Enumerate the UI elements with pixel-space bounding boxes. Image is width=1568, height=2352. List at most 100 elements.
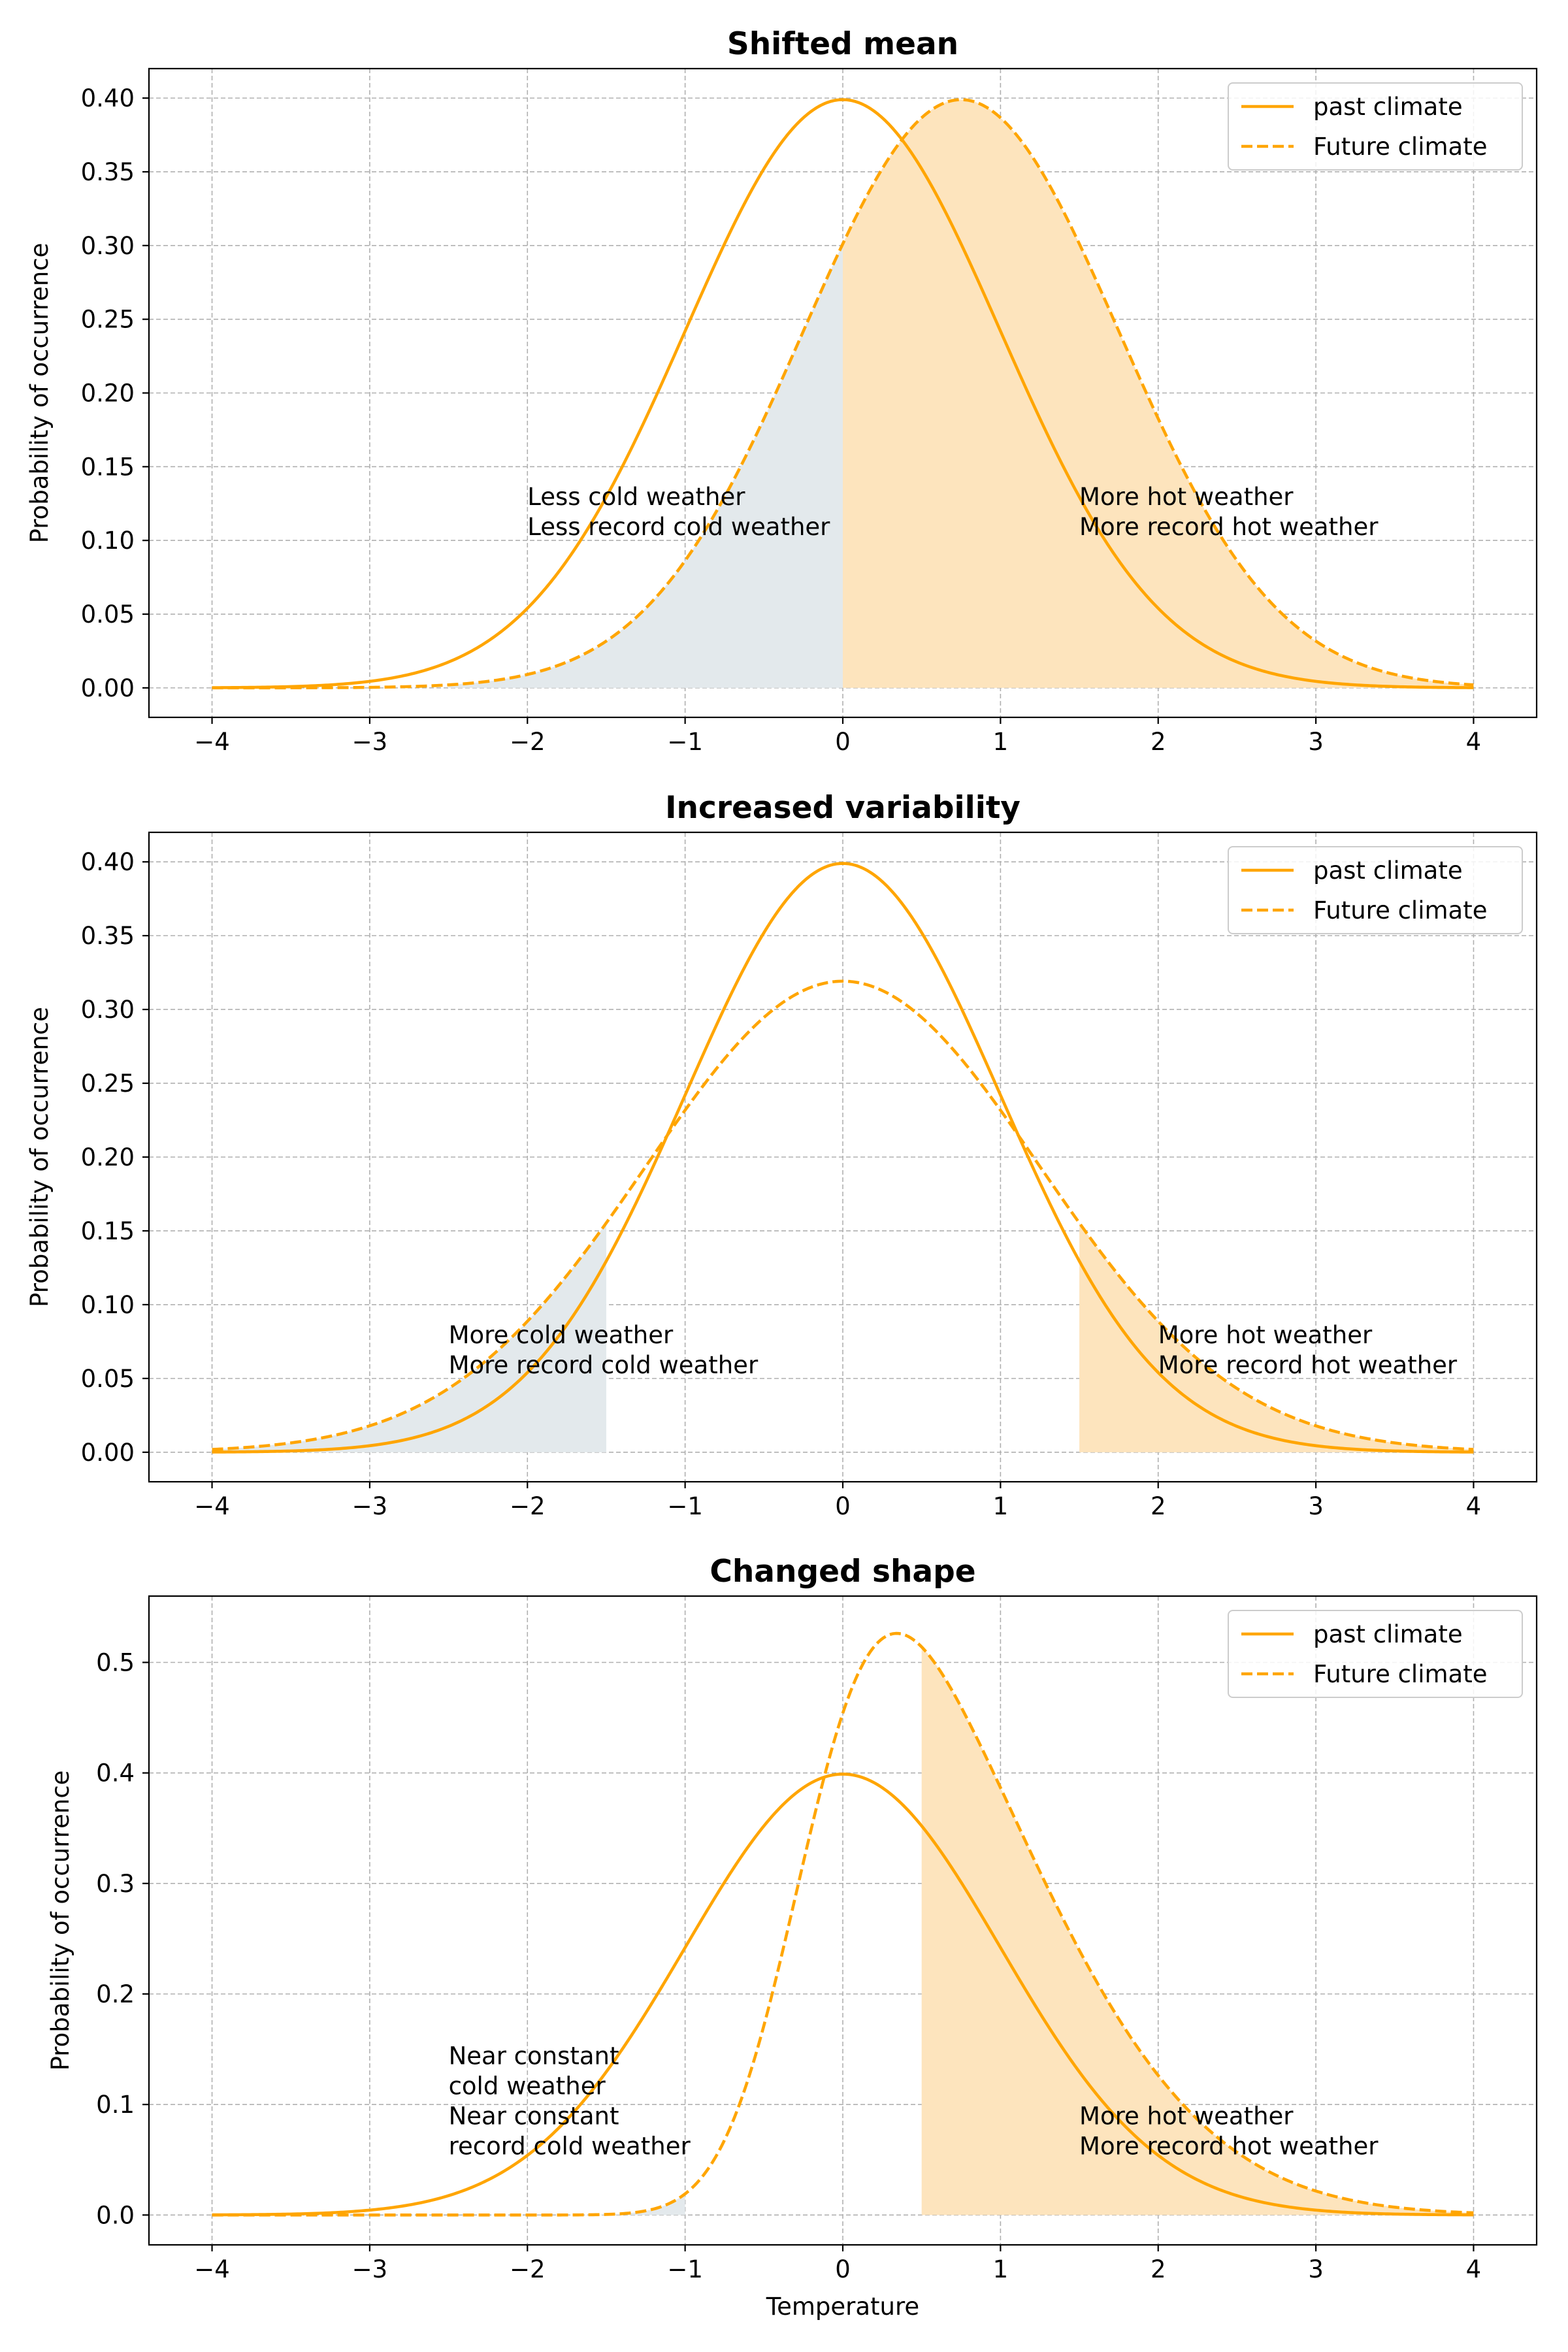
x-tick-label: −2 <box>510 2255 546 2283</box>
y-axis-label: Probability of occurrence <box>25 243 54 544</box>
y-tick-label: 0.30 <box>81 232 135 260</box>
y-tick-label: 0.25 <box>81 306 135 334</box>
y-tick-label: 0.00 <box>81 1439 135 1467</box>
annotation: More hot weather More record hot weather <box>1079 2102 1379 2161</box>
x-tick-label: 3 <box>1308 728 1324 756</box>
chart-panel-2: −4 −3 −2 −1 0 1 2 3 4 0.00 0.05 0.10 0.15 0.20 0.25 0.3… <box>25 790 1538 1520</box>
y-tick-label: 0.20 <box>81 1143 135 1171</box>
chart-title: Increased variability <box>665 790 1021 826</box>
legend: past climate Future climate <box>1228 82 1523 171</box>
x-tick-label: 4 <box>1466 2255 1482 2283</box>
annotation-line: More hot weather <box>1158 1321 1373 1349</box>
y-tick-label: 0.4 <box>96 1759 135 1788</box>
x-tick-label: 3 <box>1308 2255 1324 2283</box>
x-tick-label: −3 <box>352 728 388 756</box>
annotation: More hot weather More record hot weather <box>1158 1321 1458 1379</box>
x-tick-label: 4 <box>1466 728 1482 756</box>
past-climate-line <box>212 862 1474 1454</box>
x-tick-label: 4 <box>1466 1492 1482 1520</box>
y-tick-label: 0.00 <box>81 674 135 702</box>
x-tick-label: 0 <box>835 2255 851 2283</box>
future-climate-line <box>212 1631 1474 2217</box>
annotation: Near constant cold weather Near constant re… <box>449 2042 691 2161</box>
x-tick-label: 3 <box>1308 1492 1324 1520</box>
y-axis-label: Probability of occurrence <box>46 1771 74 2071</box>
future-climate-line <box>212 979 1474 1451</box>
x-tick-label: 0 <box>835 728 851 756</box>
x-tick-label: 1 <box>993 728 1009 756</box>
y-tick-label: 0.10 <box>81 1291 135 1319</box>
annotation: Less cold weather Less record cold weathe… <box>527 483 830 541</box>
annotation-line: Near constant <box>449 2102 619 2131</box>
cold-shaded-region <box>448 2193 685 2215</box>
x-tick-label: 0 <box>835 1492 851 1520</box>
x-tick-label: 2 <box>1151 2255 1166 2283</box>
y-tick-label: 0.0 <box>96 2201 135 2229</box>
y-tick-label: 0.15 <box>81 453 135 481</box>
hot-shaded-region <box>843 99 1474 688</box>
plot-area <box>212 1631 1474 2217</box>
x-tick-label: −2 <box>510 1492 546 1520</box>
legend-box <box>1228 846 1523 934</box>
x-tick-label: −4 <box>194 2255 230 2283</box>
legend: past climate Future climate <box>1228 846 1523 934</box>
chart-title: Shifted mean <box>727 26 958 62</box>
chart-panel-3: −4 −3 −2 −1 0 1 2 3 4 0.0 0.1 0.2 0.3 0.4 0.5 Changed s… <box>46 1554 1538 2321</box>
annotation-line: Near constant <box>449 2042 619 2070</box>
x-tick-label: 1 <box>993 2255 1009 2283</box>
past-climate-line <box>212 1772 1474 2217</box>
y-tick-label: 0.2 <box>96 1980 135 2008</box>
plot-area <box>212 862 1474 1454</box>
y-tick-label: 0.05 <box>81 600 135 629</box>
legend-label: Future climate <box>1313 896 1487 924</box>
annotation-line: Less cold weather <box>527 483 745 511</box>
chart-title: Changed shape <box>710 1554 975 1590</box>
x-tick-label: −4 <box>194 1492 230 1520</box>
y-tick-label: 0.40 <box>81 84 135 112</box>
y-tick-label: 0.40 <box>81 848 135 876</box>
cold-shaded-region <box>212 1222 606 1452</box>
y-tick-label: 0.5 <box>96 1648 135 1676</box>
chart-panel-1: −4 −3 −2 −1 0 1 2 3 4 0.00 0.05 0.10 0.15 0.20 0.25 0.3… <box>25 26 1538 756</box>
y-tick-label: 0.1 <box>96 2091 135 2119</box>
annotation-line: More record hot weather <box>1079 2132 1379 2161</box>
legend-label: past climate <box>1313 93 1463 121</box>
annotation-line: cold weather <box>449 2072 606 2100</box>
y-tick-label: 0.10 <box>81 527 135 555</box>
legend-box <box>1228 82 1523 171</box>
x-tick-label: −4 <box>194 728 230 756</box>
x-tick-label: −2 <box>510 728 546 756</box>
legend: past climate Future climate <box>1228 1610 1523 1698</box>
y-tick-label: 0.3 <box>96 1870 135 1898</box>
y-tick-label: 0.05 <box>81 1365 135 1393</box>
annotation: More cold weather More record cold weathe… <box>449 1321 759 1379</box>
x-axis-label: Temperature <box>766 2293 919 2321</box>
cold-shaded-region <box>448 244 843 688</box>
y-tick-label: 0.35 <box>81 922 135 950</box>
legend-label: Future climate <box>1313 1660 1487 1688</box>
x-tick-label: −1 <box>667 728 703 756</box>
x-tick-label: −1 <box>667 2255 703 2283</box>
y-tick-label: 0.35 <box>81 158 135 186</box>
annotation: More hot weather More record hot weather <box>1079 483 1379 541</box>
annotation-line: Less record cold weather <box>527 513 830 541</box>
future-climate-line <box>212 98 1474 690</box>
past-climate-line <box>212 98 1474 689</box>
legend-label: Future climate <box>1313 133 1487 161</box>
legend-label: past climate <box>1313 857 1463 885</box>
annotation-line: record cold weather <box>449 2132 691 2161</box>
plot-area <box>212 98 1474 690</box>
hot-shaded-region <box>921 1646 1474 2215</box>
legend-box <box>1228 1610 1523 1698</box>
y-tick-label: 0.25 <box>81 1070 135 1098</box>
y-tick-label: 0.30 <box>81 996 135 1024</box>
x-tick-label: −3 <box>352 2255 388 2283</box>
y-tick-label: 0.15 <box>81 1217 135 1245</box>
x-tick-label: 2 <box>1151 728 1166 756</box>
x-tick-label: −3 <box>352 1492 388 1520</box>
x-tick-label: −1 <box>667 1492 703 1520</box>
annotation-line: More record hot weather <box>1158 1351 1458 1379</box>
y-tick-label: 0.20 <box>81 380 135 408</box>
annotation-line: More record hot weather <box>1079 513 1379 541</box>
